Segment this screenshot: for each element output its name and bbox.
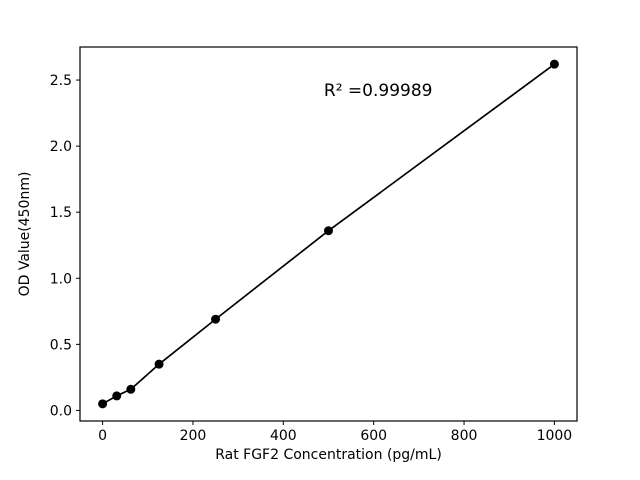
x-tick-label: 600 [360, 428, 387, 444]
data-point [98, 399, 108, 409]
x-axis-label: Rat FGF2 Concentration (pg/mL) [215, 447, 442, 463]
y-tick-label: 0.5 [50, 337, 72, 353]
data-point [154, 359, 164, 369]
x-tick-label: 200 [180, 428, 207, 444]
data-point [112, 391, 122, 401]
x-tick-label: 800 [451, 428, 478, 444]
y-tick-label: 2.0 [50, 139, 72, 155]
y-tick-label: 0.0 [50, 403, 72, 419]
x-tick-label: 400 [270, 428, 297, 444]
y-axis-label: OD Value(450nm) [17, 172, 33, 297]
data-point [324, 226, 333, 236]
plot-border [79, 46, 578, 422]
x-tick-label: 0 [98, 428, 107, 444]
y-tick-label: 1.0 [50, 271, 72, 287]
y-tick-label: 2.5 [50, 73, 72, 89]
r-squared-annotation: R² =0.99989 [324, 81, 433, 101]
data-point [549, 59, 559, 69]
x-tick-label: 1000 [537, 428, 573, 444]
data-point [211, 314, 221, 324]
data-point [126, 384, 136, 394]
y-tick-label: 1.5 [50, 205, 72, 221]
